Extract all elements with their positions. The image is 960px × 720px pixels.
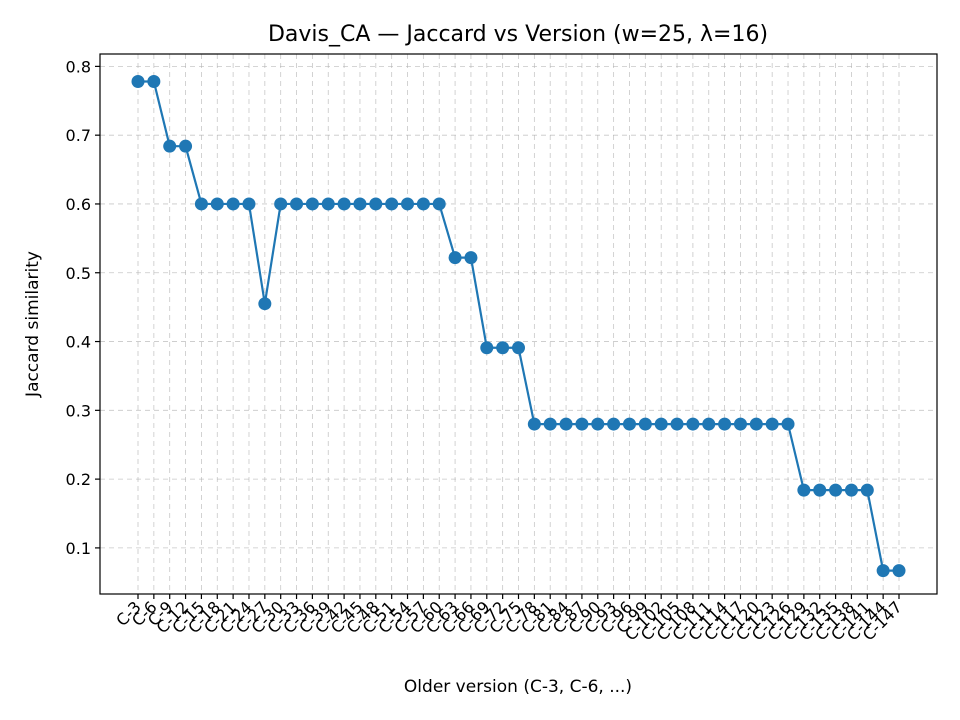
data-point-c-60 (432, 197, 446, 211)
x-axis-label: Older version (C-3, C-6, ...) (404, 677, 632, 697)
data-point-c-63 (448, 251, 462, 265)
data-point-c-96 (622, 417, 636, 431)
y-tick-label: 0.5 (66, 264, 91, 283)
data-point-c-6 (147, 75, 161, 89)
y-tick-label: 0.4 (66, 333, 91, 352)
y-tick-label: 0.6 (66, 195, 91, 214)
data-point-c-108 (686, 417, 700, 431)
data-point-c-27 (258, 297, 272, 311)
data-point-c-66 (464, 251, 478, 265)
y-tick-label: 0.1 (66, 539, 91, 558)
data-point-c-33 (290, 197, 304, 211)
data-point-c-3 (131, 75, 145, 89)
y-tick-label: 0.8 (66, 57, 91, 76)
data-point-c-111 (702, 417, 716, 431)
data-point-c-72 (496, 341, 510, 355)
data-point-c-102 (654, 417, 668, 431)
data-point-c-93 (607, 417, 621, 431)
data-point-c-42 (337, 197, 351, 211)
data-point-c-105 (670, 417, 684, 431)
data-point-c-117 (733, 417, 747, 431)
data-point-c-90 (591, 417, 605, 431)
data-point-c-54 (401, 197, 415, 211)
y-axis-label: Jaccard similarity (23, 251, 43, 398)
data-point-c-78 (527, 417, 541, 431)
data-point-c-15 (194, 197, 208, 211)
data-point-c-114 (718, 417, 732, 431)
series-layer (131, 75, 906, 578)
data-point-c-84 (559, 417, 573, 431)
data-point-c-123 (765, 417, 779, 431)
chart-title: Davis_CA — Jaccard vs Version (w=25, λ=1… (268, 22, 768, 47)
data-point-c-126 (781, 417, 795, 431)
y-tick-label: 0.2 (66, 470, 91, 489)
data-point-c-30 (274, 197, 288, 211)
data-point-c-45 (353, 197, 367, 211)
data-point-c-36 (305, 197, 319, 211)
data-point-c-9 (163, 139, 177, 153)
data-point-c-138 (844, 483, 858, 497)
data-point-c-12 (179, 139, 193, 153)
data-point-c-99 (638, 417, 652, 431)
data-point-c-48 (369, 197, 383, 211)
data-point-c-147 (892, 564, 906, 578)
data-point-c-21 (226, 197, 240, 211)
data-point-c-141 (860, 483, 874, 497)
data-point-c-87 (575, 417, 589, 431)
data-point-c-57 (416, 197, 430, 211)
y-tick-label: 0.7 (66, 126, 91, 145)
data-point-c-51 (385, 197, 399, 211)
data-point-c-132 (813, 483, 827, 497)
data-point-c-144 (876, 564, 890, 578)
data-point-c-18 (210, 197, 224, 211)
data-point-c-129 (797, 483, 811, 497)
data-point-c-24 (242, 197, 256, 211)
data-point-c-39 (321, 197, 335, 211)
plot-frame (99, 53, 938, 595)
y-tick-label: 0.3 (66, 401, 91, 420)
data-point-c-69 (480, 341, 494, 355)
data-point-c-135 (829, 483, 843, 497)
data-point-c-75 (512, 341, 525, 355)
data-point-c-81 (543, 417, 557, 431)
data-point-c-120 (749, 417, 763, 431)
